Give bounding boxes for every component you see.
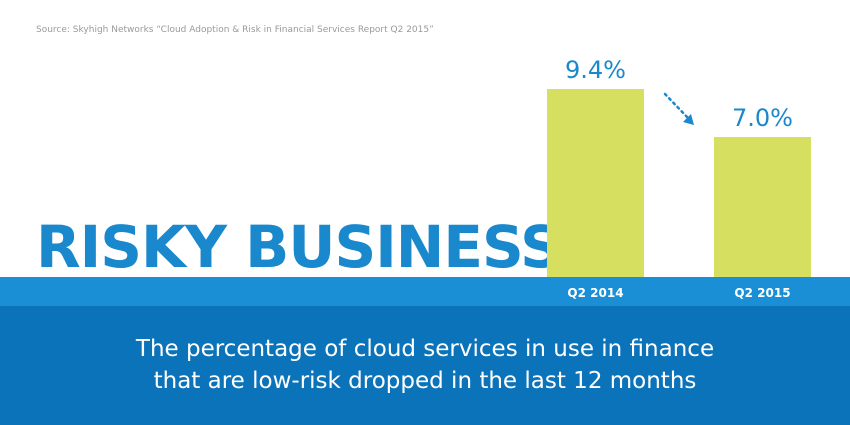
value-label-2: 7.0% [732,104,793,132]
bar-chart: 9.4% Q2 2014 7.0% Q2 2015 [547,56,811,300]
trend-arrow-line [663,92,690,120]
category-band [0,277,850,306]
caption: The percentage of cloud services in use … [0,333,850,397]
value-label-1: 9.4% [565,56,626,84]
category-label-2: Q2 2015 [734,286,790,300]
trend-arrow-head-icon [683,114,694,125]
source-note: Source: Skyhigh Networks “Cloud Adoption… [36,25,434,35]
bar-2 [714,137,811,277]
headline: RISKY BUSINESS [36,213,562,281]
caption-line-1: The percentage of cloud services in use … [135,336,715,362]
caption-line-2: that are low-risk dropped in the last 12… [153,368,697,394]
bar-1 [547,89,644,277]
caption-band [0,306,850,425]
category-label-1: Q2 2014 [567,286,623,300]
